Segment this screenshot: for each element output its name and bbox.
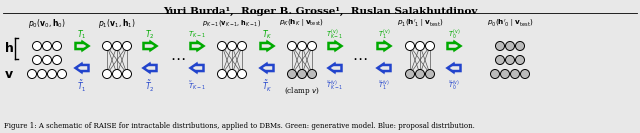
Text: $\tilde{T}_{K-1}$: $\tilde{T}_{K-1}$: [188, 80, 206, 92]
Circle shape: [237, 70, 246, 78]
Text: $\mathbf{v}$: $\mathbf{v}$: [4, 68, 14, 82]
Text: $T_0^{(\mathrm{v})}$: $T_0^{(\mathrm{v})}$: [448, 28, 460, 42]
Text: $\tilde{T}_K$: $\tilde{T}_K$: [262, 78, 272, 93]
Circle shape: [406, 41, 415, 51]
Text: $\mathbf{h}$: $\mathbf{h}$: [4, 41, 14, 55]
Circle shape: [227, 70, 237, 78]
Text: $T_{K-1}$: $T_{K-1}$: [188, 30, 206, 40]
Circle shape: [426, 41, 435, 51]
Circle shape: [287, 70, 296, 78]
Text: $p_1(\mathbf{v}_1, \mathbf{h}_1)$: $p_1(\mathbf{v}_1, \mathbf{h}_1)$: [98, 16, 136, 30]
Circle shape: [227, 41, 237, 51]
Circle shape: [38, 70, 47, 78]
Text: $\tilde{T}_0^{(\mathrm{v})}$: $\tilde{T}_0^{(\mathrm{v})}$: [448, 79, 460, 93]
Circle shape: [515, 41, 525, 51]
Circle shape: [33, 41, 42, 51]
Circle shape: [113, 41, 122, 51]
Circle shape: [520, 70, 529, 78]
Circle shape: [287, 41, 296, 51]
Text: $\tilde{T}_2$: $\tilde{T}_2$: [145, 78, 155, 93]
Text: $p_0(\mathbf{h}'_0 \mid \mathbf{v}_{\mathrm{test}})$: $p_0(\mathbf{h}'_0 \mid \mathbf{v}_{\mat…: [486, 17, 533, 29]
Circle shape: [218, 70, 227, 78]
Circle shape: [237, 41, 246, 51]
Circle shape: [495, 41, 504, 51]
Text: Yuri Burda¹,  Roger B. Grosse¹,  Ruslan Salakhutdinov: Yuri Burda¹, Roger B. Grosse¹, Ruslan Sa…: [163, 7, 477, 16]
Circle shape: [511, 70, 520, 78]
Text: $\cdots$: $\cdots$: [170, 51, 186, 65]
Text: $p_0(\mathbf{v}_0, \mathbf{h}_0)$: $p_0(\mathbf{v}_0, \mathbf{h}_0)$: [28, 16, 66, 30]
Text: $T_2$: $T_2$: [145, 29, 155, 41]
Circle shape: [47, 70, 56, 78]
Text: Figure 1: A schematic of RAISE for intractable distributions, applied to DBMs. G: Figure 1: A schematic of RAISE for intra…: [4, 122, 475, 130]
Circle shape: [102, 41, 111, 51]
Text: $T_{K-1}^{(\mathrm{v})}$: $T_{K-1}^{(\mathrm{v})}$: [326, 28, 344, 42]
Circle shape: [415, 41, 424, 51]
Circle shape: [298, 70, 307, 78]
Text: $\cdots$: $\cdots$: [352, 51, 368, 65]
Circle shape: [307, 41, 317, 51]
Circle shape: [42, 55, 51, 65]
Circle shape: [506, 55, 515, 65]
Text: $\tilde{T}_1^{(\mathrm{v})}$: $\tilde{T}_1^{(\mathrm{v})}$: [378, 79, 390, 93]
Circle shape: [500, 70, 509, 78]
Circle shape: [42, 41, 51, 51]
Text: $\tilde{T}_{K-1}^{(\mathrm{v})}$: $\tilde{T}_{K-1}^{(\mathrm{v})}$: [326, 79, 344, 93]
Text: $\tilde{T}_1$: $\tilde{T}_1$: [77, 78, 87, 93]
Circle shape: [298, 41, 307, 51]
Circle shape: [218, 41, 227, 51]
Text: $T_1^{(\mathrm{v})}$: $T_1^{(\mathrm{v})}$: [378, 28, 390, 42]
Circle shape: [52, 41, 61, 51]
Circle shape: [506, 41, 515, 51]
Text: $T_K$: $T_K$: [262, 29, 272, 41]
Circle shape: [52, 55, 61, 65]
Circle shape: [102, 70, 111, 78]
Circle shape: [490, 70, 499, 78]
Circle shape: [122, 70, 131, 78]
Circle shape: [58, 70, 67, 78]
Text: $p_K(\mathbf{h}_K \mid \mathbf{v}_{\mathrm{test}})$: $p_K(\mathbf{h}_K \mid \mathbf{v}_{\math…: [280, 18, 324, 28]
Text: $T_1$: $T_1$: [77, 29, 87, 41]
Text: $p_1(\mathbf{h}'_1 \mid \mathbf{v}_{\mathrm{test}})$: $p_1(\mathbf{h}'_1 \mid \mathbf{v}_{\mat…: [397, 17, 444, 29]
Circle shape: [515, 55, 525, 65]
Text: $p_{K-1}(\mathbf{v}_{K-1}, \mathbf{h}_{K-1})$: $p_{K-1}(\mathbf{v}_{K-1}, \mathbf{h}_{K…: [202, 18, 262, 28]
Circle shape: [122, 41, 131, 51]
Circle shape: [113, 70, 122, 78]
Circle shape: [495, 55, 504, 65]
Circle shape: [28, 70, 36, 78]
Circle shape: [33, 55, 42, 65]
Circle shape: [307, 70, 317, 78]
Circle shape: [426, 70, 435, 78]
Text: (clamp $v$): (clamp $v$): [284, 85, 320, 97]
Circle shape: [406, 70, 415, 78]
Circle shape: [415, 70, 424, 78]
